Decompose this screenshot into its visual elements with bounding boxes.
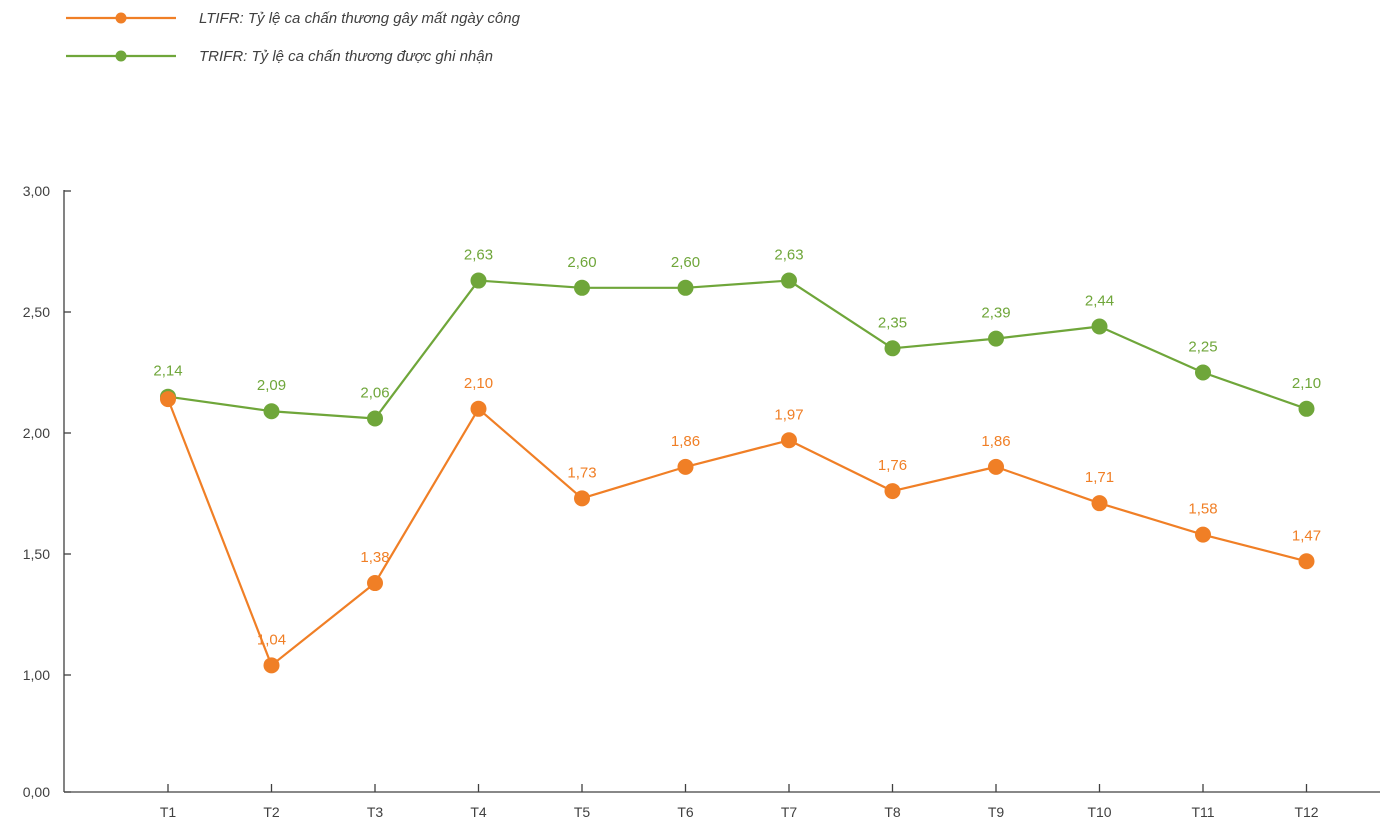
data-label: 1,76 (878, 457, 907, 474)
series-layer: 2,14 2,09 2,06 2,63 2,60 2,60 2,63 2,35 2,39 2,44… (153, 247, 1321, 674)
x-tick-label: T9 (988, 804, 1005, 820)
y-tick-label: 1,00 (23, 667, 50, 683)
data-point (1091, 495, 1108, 512)
data-point (988, 458, 1004, 475)
legend-entry-0: LTIFR: Tỷ lệ ca chấn thương gây mất ngày… (66, 10, 521, 27)
data-label: 2,10 (464, 375, 493, 392)
series-0: 1,04 1,38 2,10 1,73 1,86 1,97 1,76 1,86 1,71 1,58… (160, 375, 1321, 674)
data-point (263, 657, 280, 674)
data-label: 2,09 (257, 377, 286, 394)
data-point (1195, 526, 1211, 543)
data-point (677, 458, 694, 475)
x-tick-label: T6 (677, 804, 694, 820)
data-point (1195, 364, 1211, 381)
data-point (1298, 400, 1315, 417)
data-label: 2,44 (1085, 293, 1114, 310)
data-point (574, 279, 590, 296)
data-label: 2,63 (774, 247, 803, 264)
data-point (160, 391, 176, 408)
x-tick-label: T2 (263, 804, 280, 820)
x-tick-label: T7 (781, 804, 798, 820)
data-label: 1,86 (671, 433, 700, 450)
legend-label: TRIFR: Tỷ lệ ca chấn thương được ghi nhậ… (199, 48, 493, 65)
y-tick-label: 0,00 (23, 784, 50, 800)
legend-label: LTIFR: Tỷ lệ ca chấn thương gây mất ngày… (199, 10, 521, 27)
data-label: 2,60 (567, 254, 596, 271)
x-tick-label: T8 (884, 804, 901, 820)
data-label: 1,71 (1085, 469, 1114, 486)
data-point (781, 432, 797, 449)
legend-entry-1: TRIFR: Tỷ lệ ca chấn thương được ghi nhậ… (66, 48, 493, 65)
y-tick-label: 2,00 (23, 425, 50, 441)
x-tick-label: T3 (367, 804, 384, 820)
data-point (677, 279, 694, 296)
data-point (367, 575, 383, 592)
data-point (1091, 318, 1108, 335)
data-label: 2,60 (671, 254, 700, 271)
data-point (470, 400, 487, 417)
series-line (166, 398, 1307, 667)
data-label: 2,25 (1188, 339, 1217, 356)
x-tick-label: T10 (1087, 804, 1111, 820)
data-label: 1,97 (774, 406, 803, 423)
data-point (470, 272, 487, 289)
data-label: 2,10 (1292, 375, 1321, 392)
data-label: 2,35 (878, 314, 907, 331)
data-point (263, 403, 280, 420)
y-tick-label: 3,00 (23, 183, 50, 199)
data-point (884, 340, 901, 357)
data-point (574, 490, 590, 507)
data-label: 1,86 (981, 433, 1010, 450)
x-tick-label: T4 (470, 804, 487, 820)
x-tick-label: T1 (160, 804, 177, 820)
data-label: 1,04 (257, 631, 286, 648)
data-point (781, 272, 797, 289)
data-label: 2,06 (360, 384, 389, 401)
series-line (167, 279, 1307, 420)
x-tick-label: T5 (574, 804, 591, 820)
legend-marker (115, 12, 127, 24)
data-label: 2,39 (981, 305, 1010, 322)
data-label: 1,73 (567, 464, 596, 481)
data-point (367, 410, 383, 427)
data-point (1298, 553, 1315, 570)
legend: LTIFR: Tỷ lệ ca chấn thương gây mất ngày… (66, 10, 521, 65)
y-tick-label: 1,50 (23, 546, 50, 562)
data-point (988, 330, 1004, 347)
data-label: 2,14 (153, 363, 182, 380)
data-label: 1,58 (1188, 501, 1217, 518)
x-tick-label: T12 (1294, 804, 1318, 820)
data-label: 1,47 (1292, 527, 1321, 544)
data-label: 1,38 (360, 549, 389, 566)
data-point (884, 483, 901, 500)
legend-marker (115, 50, 127, 62)
data-label: 2,63 (464, 247, 493, 264)
x-tick-label: T11 (1191, 804, 1214, 820)
axes: 0,00 1,00 1,50 2,00 2,50 3,00 T1 T2 T3 T4 T5 T6 T7 T8… (23, 183, 1380, 820)
series-1: 2,14 2,09 2,06 2,63 2,60 2,60 2,63 2,35 2,39 2,44… (153, 247, 1321, 427)
y-tick-label: 2,50 (23, 304, 50, 320)
